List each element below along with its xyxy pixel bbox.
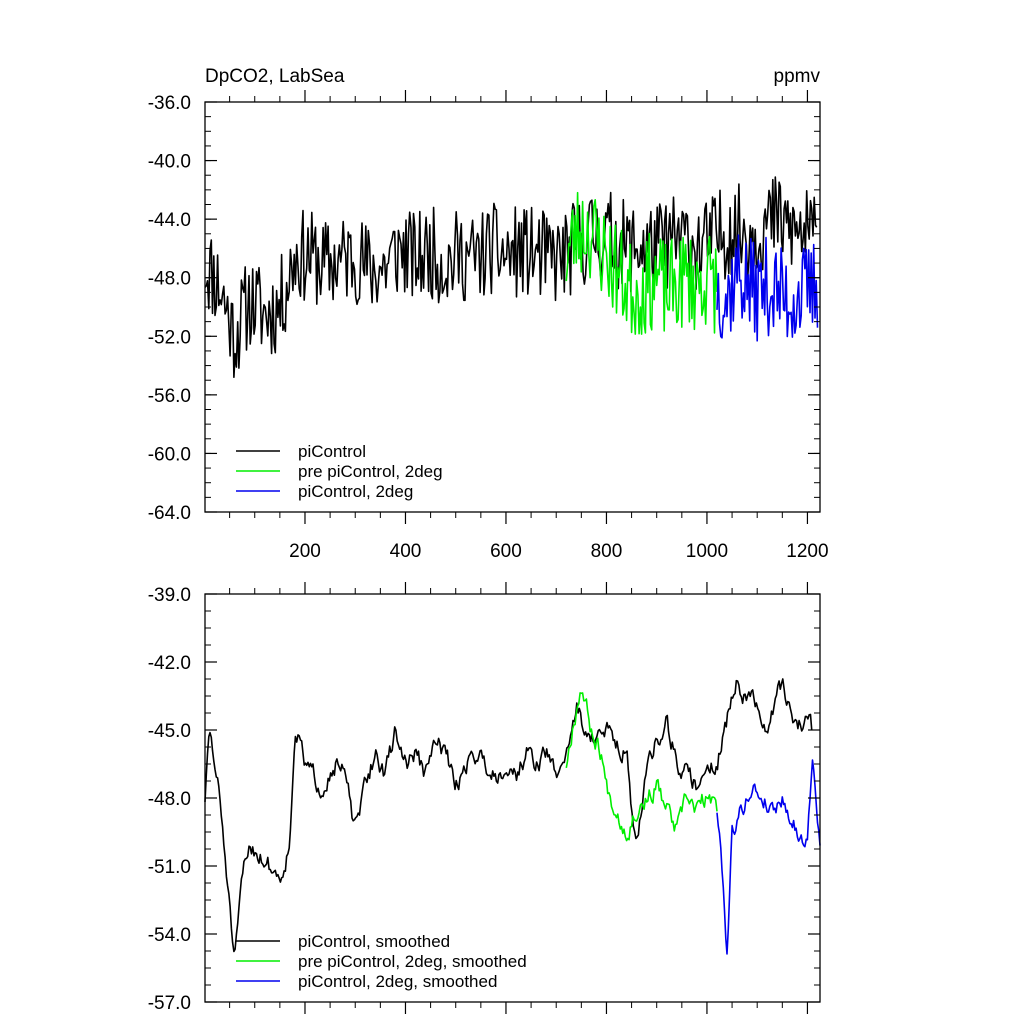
bottom-axes: -39.0 -42.0 -45.0 -48.0 -51.0 -54.0 -57.0 [148, 582, 821, 1014]
top-series-group [204, 176, 819, 379]
top-axes: -36.0 -40.0 -44.0 -48.0 -52.0 -56.0 -60.0 -64.0… [148, 90, 829, 562]
units-label: ppmv [774, 66, 821, 87]
y-tick-label: -60.0 [148, 444, 191, 465]
legend-label: pre piControl, 2deg [298, 462, 443, 481]
y-tick-label: -39.0 [148, 585, 191, 606]
series-line-2 [565, 191, 718, 335]
series-line-1 [204, 176, 818, 379]
y-tick-label: -48.0 [148, 789, 191, 810]
series-line-3 [716, 759, 821, 955]
y-tick-label: -56.0 [148, 386, 191, 407]
y-tick-label: -52.0 [148, 327, 191, 348]
series-line-2 [565, 692, 718, 842]
x-tick-label: 200 [289, 541, 321, 562]
y-tick-label: -48.0 [148, 269, 191, 290]
legend-label: piControl, 2deg [298, 482, 413, 501]
y-tick-label: -44.0 [148, 210, 191, 231]
x-tick-label: 600 [490, 541, 522, 562]
legend-label: piControl, smoothed [298, 932, 450, 951]
series-line-3 [716, 234, 819, 342]
legend-label: pre piControl, 2deg, smoothed [298, 952, 527, 971]
y-tick-label: -51.0 [148, 857, 191, 878]
legend-label: piControl [298, 442, 366, 461]
y-tick-label: -64.0 [148, 503, 191, 524]
y-tick-label: -45.0 [148, 721, 191, 742]
y-tick-label: -54.0 [148, 925, 191, 946]
x-tick-label: 1000 [686, 541, 728, 562]
y-tick-label: -36.0 [148, 93, 191, 114]
bottom-panel: -39.0 -42.0 -45.0 -48.0 -51.0 -54.0 -57.0 piCo… [148, 582, 821, 1014]
top-panel: DpCO2, LabSea ppmv -36.0-40.0-44.0-48.0-… [148, 66, 829, 562]
x-tick-label: 800 [591, 541, 623, 562]
y-tick-label: -40.0 [148, 152, 191, 173]
y-tick-label: -57.0 [148, 993, 191, 1014]
x-tick-label: 1200 [786, 541, 828, 562]
chart-title: DpCO2, LabSea [205, 66, 345, 87]
y-tick-label: -42.0 [148, 653, 191, 674]
legend-label: piControl, 2deg, smoothed [298, 972, 497, 991]
bottom-series-group [204, 678, 821, 955]
series-line-1 [204, 678, 813, 953]
x-tick-label: 400 [390, 541, 422, 562]
